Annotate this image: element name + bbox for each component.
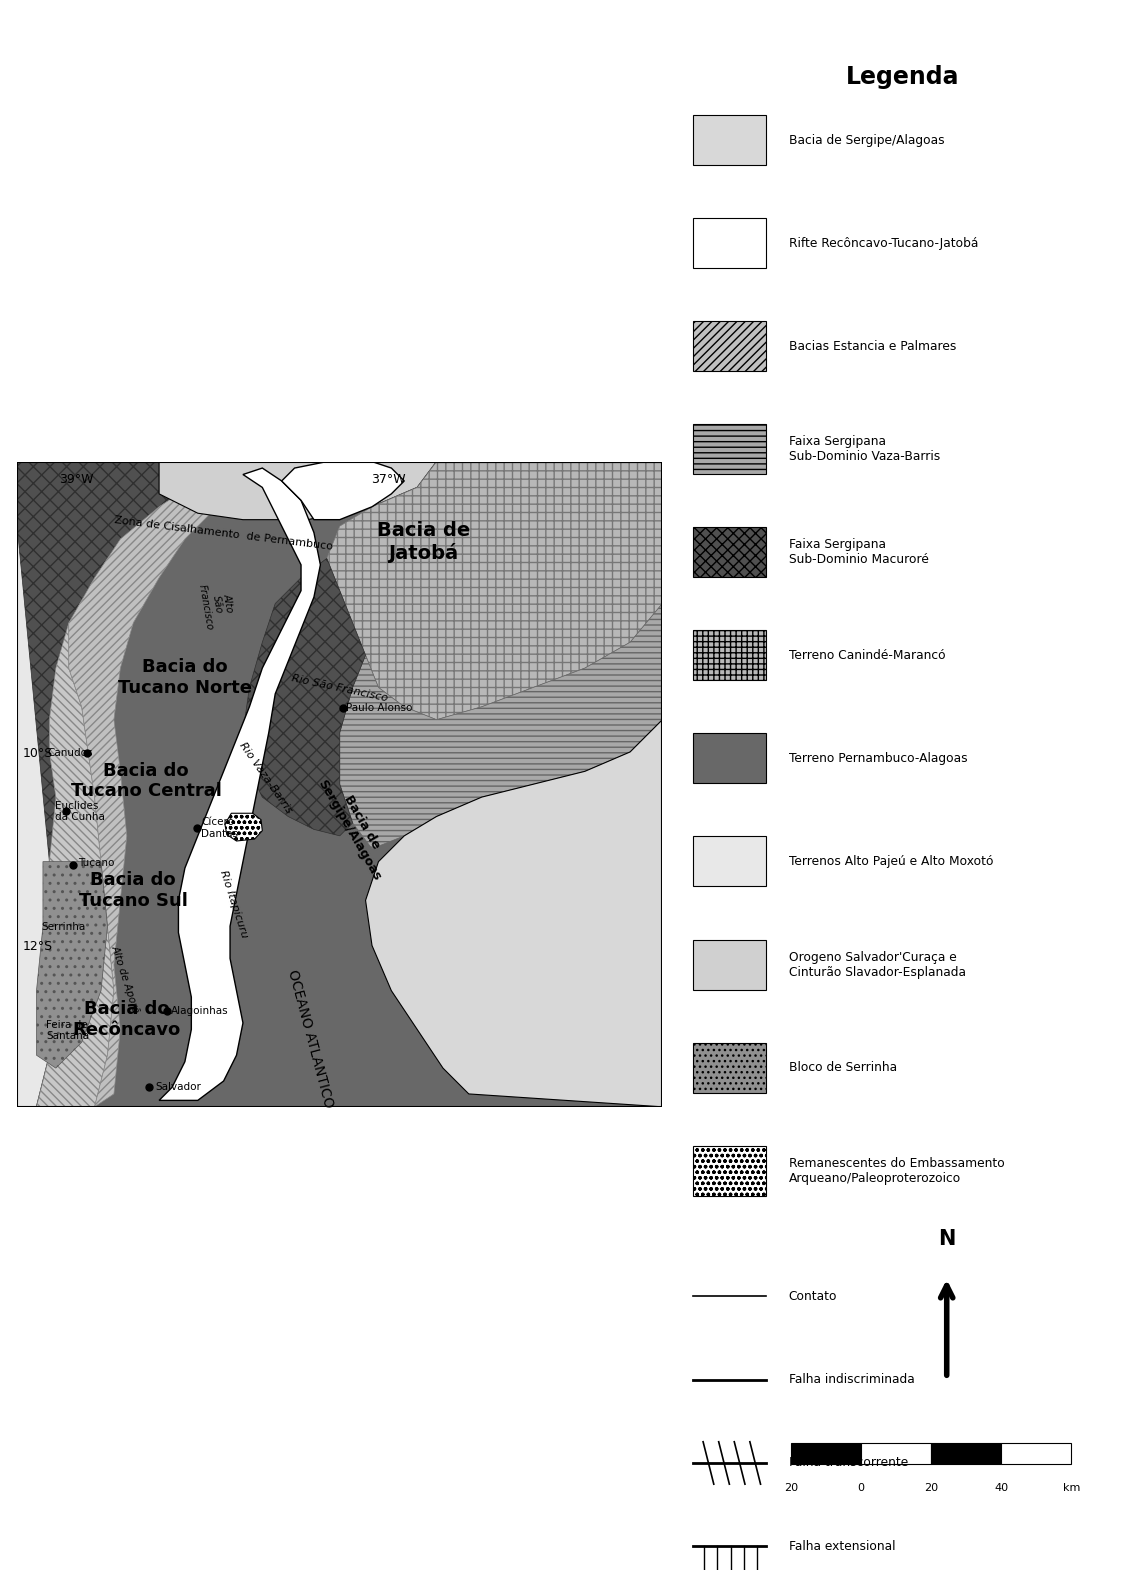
Bar <box>693 631 766 680</box>
Text: Rio Itapicuru: Rio Itapicuru <box>218 868 249 939</box>
Text: 37°W: 37°W <box>371 473 405 487</box>
Text: 10°S: 10°S <box>23 747 53 760</box>
Bar <box>693 733 766 783</box>
Text: Falha transcorrente: Falha transcorrente <box>789 1457 908 1470</box>
Text: Feira de
Santana: Feira de Santana <box>46 1020 89 1041</box>
Polygon shape <box>225 813 263 842</box>
Text: Legenda: Legenda <box>845 64 959 88</box>
Text: Remanescentes do Embassamento
Arqueano/Paleoproterozoico: Remanescentes do Embassamento Arqueano/P… <box>789 1157 1004 1184</box>
Text: Salvador: Salvador <box>155 1082 202 1093</box>
Text: Bacia do
Recôncavo: Bacia do Recôncavo <box>73 1000 180 1039</box>
Text: Serrinha: Serrinha <box>41 923 86 933</box>
Text: Tucano: Tucano <box>79 857 115 868</box>
Text: Terreno Canindé-Marancó: Terreno Canindé-Marancó <box>789 648 946 663</box>
Bar <box>693 322 766 372</box>
Text: Bacia de
Jatobá: Bacia de Jatobá <box>377 521 471 564</box>
Text: Alagoinhas: Alagoinhas <box>170 1006 228 1016</box>
Bar <box>1002 1443 1071 1465</box>
Polygon shape <box>69 462 243 1107</box>
Text: Falha extensional: Falha extensional <box>789 1540 895 1553</box>
Polygon shape <box>17 526 75 1107</box>
Bar <box>693 1146 766 1195</box>
Text: 12°S: 12°S <box>23 940 53 953</box>
Bar <box>693 1042 766 1093</box>
Polygon shape <box>282 462 404 520</box>
Polygon shape <box>17 462 662 1107</box>
Polygon shape <box>243 559 365 835</box>
Bar <box>693 837 766 887</box>
Text: Falha indiscriminada: Falha indiscriminada <box>789 1374 915 1386</box>
Polygon shape <box>365 719 662 1107</box>
Text: Bacia do
Tucano Sul: Bacia do Tucano Sul <box>79 871 187 911</box>
Text: Bacia do
Tucano Central: Bacia do Tucano Central <box>71 761 222 801</box>
Polygon shape <box>159 468 321 1101</box>
Text: 20: 20 <box>924 1482 939 1493</box>
Bar <box>693 528 766 578</box>
Text: 40: 40 <box>995 1482 1008 1493</box>
Text: 20: 20 <box>783 1482 798 1493</box>
Polygon shape <box>339 603 662 849</box>
Polygon shape <box>37 862 107 1068</box>
Text: Bloco de Serrinha: Bloco de Serrinha <box>789 1061 896 1074</box>
Bar <box>931 1443 1002 1465</box>
Bar <box>693 115 766 165</box>
Text: Rio São Francisco: Rio São Francisco <box>291 674 388 703</box>
Text: Bacias Estancia e Palmares: Bacias Estancia e Palmares <box>789 339 956 353</box>
Bar <box>693 939 766 989</box>
Text: Paulo Alonso: Paulo Alonso <box>346 703 412 713</box>
Text: Orogeno Salvador'Curaça e
Cinturão Slavador-Esplanada: Orogeno Salvador'Curaça e Cinturão Slava… <box>789 950 966 978</box>
Text: 39°W: 39°W <box>59 473 94 487</box>
Text: Rio Vaza-Barris: Rio Vaza-Barris <box>238 741 293 815</box>
Text: Faixa Sergipana
Sub-Dominio Macuroré: Faixa Sergipana Sub-Dominio Macuroré <box>789 539 928 567</box>
Text: Terreno Pernambuco-Alagoas: Terreno Pernambuco-Alagoas <box>789 752 967 765</box>
Text: Canudos: Canudos <box>48 749 94 758</box>
Text: N: N <box>938 1229 956 1250</box>
Polygon shape <box>159 462 436 520</box>
Text: Euclides
da Cunha: Euclides da Cunha <box>55 801 104 823</box>
Polygon shape <box>37 623 114 1107</box>
Text: Cícero
Dantas: Cícero Dantas <box>201 818 238 838</box>
Bar <box>790 1443 861 1465</box>
Text: 0: 0 <box>858 1482 864 1493</box>
Bar <box>693 218 766 268</box>
Bar <box>693 424 766 474</box>
Text: km: km <box>1063 1482 1080 1493</box>
Text: Terrenos Alto Pajeú e Alto Moxotó: Terrenos Alto Pajeú e Alto Moxotó <box>789 856 994 868</box>
Text: Faixa Sergipana
Sub-Dominio Vaza-Barris: Faixa Sergipana Sub-Dominio Vaza-Barris <box>789 435 940 463</box>
Bar <box>861 1443 931 1465</box>
Text: Bacia do
Tucano Norte: Bacia do Tucano Norte <box>118 658 252 697</box>
Text: Bacia de
Sergipe/Alagoas: Bacia de Sergipe/Alagoas <box>315 769 396 882</box>
Polygon shape <box>327 462 662 719</box>
Text: Rifte Recôncavo-Tucano-Jatobá: Rifte Recôncavo-Tucano-Jatobá <box>789 237 978 250</box>
Text: Bacia de Sergipe/Alagoas: Bacia de Sergipe/Alagoas <box>789 133 944 148</box>
Text: Alto
São
Francisco: Alto São Francisco <box>196 579 238 631</box>
Text: OCEANO ATLANTICO: OCEANO ATLANTICO <box>286 969 336 1110</box>
Polygon shape <box>17 462 210 862</box>
Text: Contato: Contato <box>789 1291 837 1303</box>
Text: Alto de Aporã: Alto de Aporã <box>110 944 142 1014</box>
Text: Zona de Cisalhamento  de Pernambuco: Zona de Cisalhamento de Pernambuco <box>114 515 333 553</box>
